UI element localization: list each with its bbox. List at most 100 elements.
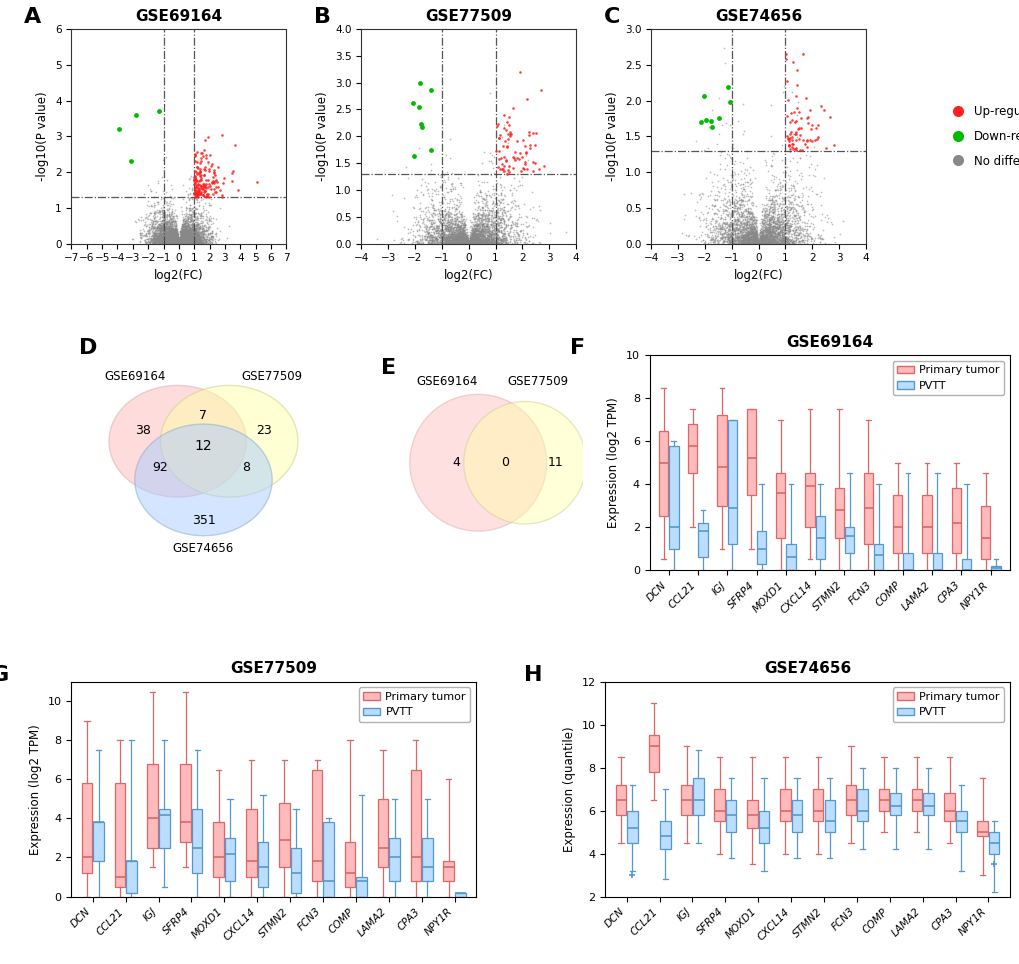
Point <box>782 115 798 130</box>
Point <box>185 223 202 238</box>
Point <box>174 226 191 241</box>
Point <box>732 229 748 245</box>
Point <box>443 232 460 248</box>
Point <box>147 220 163 235</box>
Point <box>474 227 490 242</box>
Point <box>180 221 197 236</box>
Point <box>158 236 174 252</box>
Point <box>161 222 177 237</box>
Point <box>405 148 421 164</box>
Point <box>455 227 472 242</box>
Point <box>178 233 195 249</box>
Point <box>163 231 179 247</box>
Point <box>721 207 738 223</box>
Point <box>452 228 469 244</box>
Point <box>203 191 219 206</box>
Point <box>458 232 474 248</box>
Point <box>440 230 457 246</box>
Point <box>173 232 190 248</box>
Point <box>742 219 758 234</box>
Point <box>153 235 169 251</box>
Point <box>482 234 498 250</box>
Point <box>493 235 510 251</box>
Point <box>171 234 187 250</box>
Point <box>155 205 171 221</box>
Point <box>721 94 738 110</box>
Point <box>461 234 477 250</box>
Point <box>171 233 187 249</box>
Point <box>717 214 734 229</box>
Point <box>177 233 194 249</box>
Point <box>186 225 203 240</box>
Point <box>518 208 534 224</box>
Point <box>182 233 199 249</box>
Point <box>773 231 790 247</box>
Point <box>466 219 482 234</box>
Point <box>481 230 497 246</box>
Point <box>170 235 186 251</box>
Point <box>756 209 772 225</box>
Point <box>176 215 193 230</box>
Point <box>725 203 741 219</box>
Point <box>763 234 780 250</box>
Point <box>450 195 467 210</box>
Point <box>481 223 497 238</box>
Point <box>167 218 183 233</box>
Point <box>756 207 772 223</box>
Point <box>458 235 474 251</box>
Point <box>156 234 172 250</box>
Point <box>169 236 185 252</box>
Point <box>482 214 498 229</box>
Point <box>750 235 766 251</box>
Point <box>763 211 780 227</box>
Point <box>430 184 446 200</box>
Point <box>440 229 457 245</box>
Point <box>161 233 177 249</box>
Point <box>465 227 481 242</box>
Point <box>477 202 493 218</box>
Point <box>468 231 484 247</box>
Point <box>184 226 201 241</box>
Point <box>167 235 183 251</box>
Point <box>151 228 167 243</box>
Point <box>145 236 161 252</box>
Point <box>465 217 481 232</box>
Point <box>791 220 807 235</box>
Point <box>716 212 733 228</box>
Point <box>460 233 476 249</box>
Point <box>762 234 779 250</box>
Point <box>175 236 192 252</box>
Point <box>709 219 726 234</box>
Point <box>142 223 158 238</box>
Point <box>510 198 526 213</box>
Point <box>186 226 203 241</box>
Point <box>751 234 767 250</box>
Point <box>733 215 749 230</box>
Point <box>184 220 201 235</box>
Point <box>158 225 174 240</box>
Point <box>482 227 498 242</box>
Point <box>725 210 741 226</box>
Point <box>737 228 753 243</box>
Point <box>773 228 790 244</box>
Point <box>453 222 470 237</box>
Point <box>181 228 198 244</box>
Point <box>158 231 174 247</box>
Point <box>469 223 485 238</box>
Point <box>747 225 763 240</box>
Point <box>183 232 200 248</box>
Point <box>158 184 174 200</box>
Point <box>719 236 736 252</box>
Point <box>476 228 492 243</box>
Point <box>734 230 750 246</box>
Point <box>186 233 203 249</box>
Point <box>166 233 182 249</box>
Point <box>756 233 772 249</box>
Point <box>464 235 480 251</box>
Point <box>727 232 743 248</box>
Point <box>170 236 186 252</box>
Point <box>729 214 745 229</box>
Point <box>179 223 196 238</box>
Point <box>170 236 186 252</box>
Point <box>173 229 190 245</box>
